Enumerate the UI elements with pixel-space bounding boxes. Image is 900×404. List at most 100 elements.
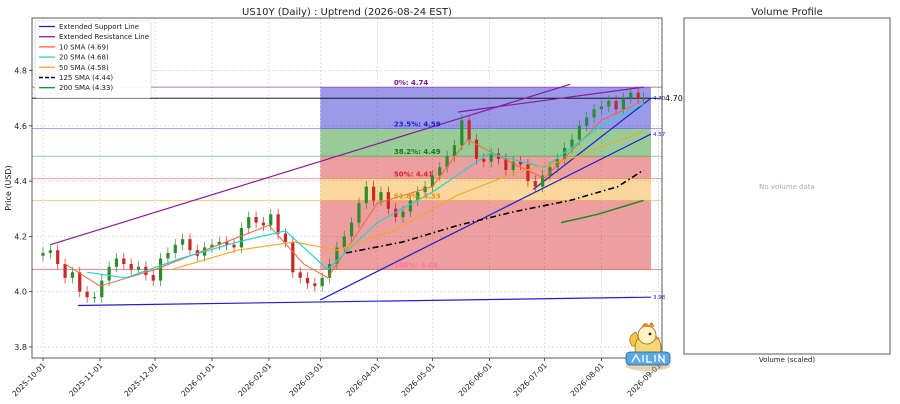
candle-body (217, 241, 221, 245)
y-tick-label: 4.4 (14, 177, 27, 186)
candle-body (460, 120, 464, 146)
support-line-label: 4.57 (653, 132, 666, 138)
level-labels: 0%: 4.74 23.5%: 4.59 38.2%: 4.49 50%: 4.41 6… (394, 79, 683, 301)
candle-body (592, 109, 596, 118)
mascot-banner-mark (631, 352, 665, 365)
candle-body (533, 181, 537, 187)
candle-body (298, 272, 302, 278)
candle-body (320, 277, 324, 287)
candle-body (642, 98, 646, 100)
candle-body (210, 244, 214, 248)
legend-label: 200 SMA (4.33) (59, 84, 113, 92)
y-tick-label: 4.2 (14, 232, 27, 241)
moving-averages (64, 100, 645, 287)
candle-body (56, 250, 60, 265)
fib-zone (320, 128, 651, 157)
candle-body (92, 297, 97, 299)
price-chart-title: US10Y (Daily) : Uptrend (2026-08-24 EST) (242, 7, 452, 18)
legend-label: Extended Resistance Line (59, 33, 149, 41)
candle-body (166, 252, 170, 259)
candle-body (423, 186, 427, 193)
candle-body (474, 139, 479, 159)
volume-x-axis-label: Volume (scaled) (759, 356, 815, 364)
x-tick-label: 2026-08-01 (569, 361, 606, 398)
candle-body (357, 203, 361, 223)
support-line (533, 97, 652, 190)
candle-body (41, 252, 45, 256)
y-tick-label: 3.8 (14, 343, 27, 352)
legend-label: Extended Support Line (59, 23, 139, 31)
fib-level-label: 23.5%: 4.59 (394, 121, 441, 129)
candle-body (585, 117, 589, 126)
y-axis-label: Price (USD) (4, 165, 13, 210)
legend-label: 125 SMA (4.44) (59, 74, 113, 82)
x-axis-ticks: 2025-10-01 2025-11-01 2025-12-01 2026-01-01… (10, 358, 663, 398)
fib-level-label: 100%: 4.08 (394, 262, 438, 270)
mascot-beak (655, 336, 661, 340)
candle-body (482, 158, 486, 162)
candle-body (158, 258, 163, 281)
candle-body (313, 283, 317, 287)
fib-level-label: 61.8%: 4.33 (394, 192, 441, 200)
candle-body (261, 222, 266, 226)
y-tick-label: 4.6 (14, 122, 27, 131)
fib-zone (320, 200, 651, 270)
candle-body (401, 211, 405, 218)
candle-body (122, 258, 126, 265)
candle-body (548, 167, 552, 176)
candle-body (563, 147, 567, 159)
candle-body (232, 244, 236, 248)
x-tick-label: 2026-03-01 (288, 361, 325, 398)
candle-body (114, 258, 119, 267)
support-line-label: 3.98 (653, 295, 666, 301)
candle-body (555, 158, 559, 168)
volume-plot-frame (683, 17, 891, 355)
resistance-line (458, 86, 644, 113)
candle-body (636, 92, 640, 99)
sma-20-line (87, 103, 644, 279)
candle-body (327, 264, 332, 278)
candle-body (70, 272, 75, 278)
sma-10-line (64, 100, 644, 287)
candle-body (577, 125, 581, 140)
x-tick-label: 2026-05-01 (400, 361, 437, 398)
y-tick-label: 4.0 (14, 288, 27, 297)
candle-body (239, 228, 243, 248)
candle-body (438, 167, 442, 176)
resistance-line (50, 83, 571, 246)
support-line (320, 133, 652, 301)
candle-body (78, 272, 82, 292)
candle-body (511, 161, 515, 171)
x-tick-label: 2026-07-01 (512, 361, 549, 398)
candle-body (269, 214, 273, 226)
support-line (77, 296, 651, 307)
fib-zone (320, 178, 651, 201)
sma-50-line (171, 130, 644, 271)
candle-body (48, 250, 52, 253)
x-tick-label: 2026-02-01 (236, 361, 273, 398)
candle-body (85, 291, 89, 298)
candle-body (173, 244, 177, 253)
volume-empty-message: No volume data (759, 183, 815, 191)
candle-body (342, 236, 346, 248)
candle-body (621, 98, 626, 110)
candle-body (291, 241, 295, 273)
mascot-eye (648, 332, 652, 336)
candle-body (379, 192, 383, 201)
candle-body (364, 186, 368, 204)
candle-body (100, 280, 104, 298)
candle-body (614, 100, 618, 110)
mascot-head (637, 325, 657, 345)
candle-body (504, 158, 508, 171)
mascot-crest (641, 322, 655, 328)
candle-body (408, 200, 412, 212)
candle-body (129, 264, 133, 270)
sma-200-line (560, 199, 644, 224)
x-tick-label: 2026-06-01 (457, 361, 494, 398)
price-plot-border (31, 17, 663, 359)
candle-body (247, 217, 251, 229)
candle-body (386, 192, 390, 209)
x-tick-label: 2026-04-01 (345, 361, 382, 398)
